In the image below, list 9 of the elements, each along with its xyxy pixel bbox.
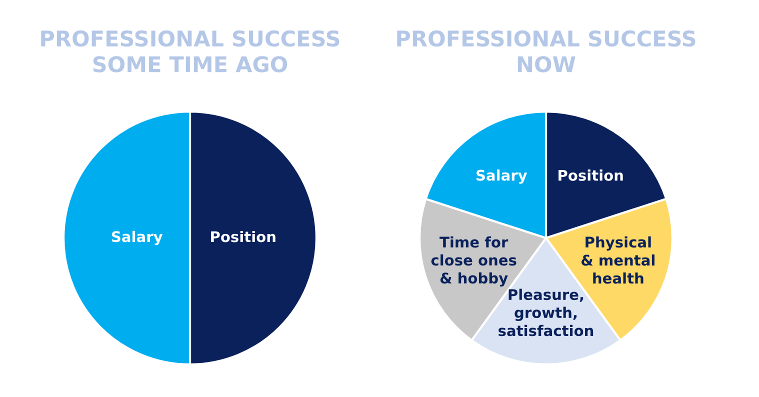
slice-label: Position (558, 170, 623, 181)
slice-label: Salary (476, 169, 528, 184)
slice-label: Time for close ones & hobby (431, 236, 516, 287)
chart-title: PROFESSIONAL SUCCESS NOW (397, 30, 696, 72)
slice-label: Position (211, 230, 276, 242)
chart-title: PROFESSIONAL SUCCESS SOME TIME AGO (41, 30, 340, 72)
slice-label: Pleasure, growth, satisfaction (498, 288, 594, 336)
slice-label: Physical & mental health (582, 236, 654, 284)
slice-label: Salary (112, 230, 163, 246)
